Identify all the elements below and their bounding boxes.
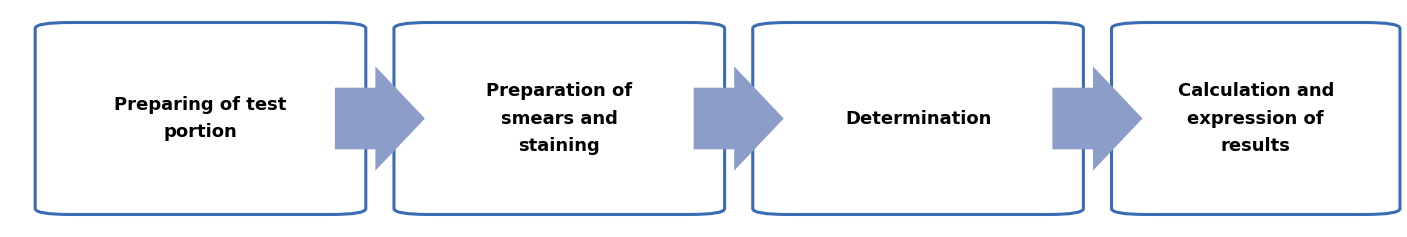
Text: Calculation and
expression of
results: Calculation and expression of results <box>1178 82 1334 155</box>
Text: Preparation of
smears and
staining: Preparation of smears and staining <box>487 82 632 155</box>
FancyBboxPatch shape <box>753 23 1083 214</box>
Polygon shape <box>335 66 425 171</box>
Polygon shape <box>694 66 784 171</box>
Text: Determination: Determination <box>844 109 992 128</box>
FancyBboxPatch shape <box>1112 23 1400 214</box>
FancyBboxPatch shape <box>35 23 366 214</box>
Polygon shape <box>1052 66 1142 171</box>
Text: Preparing of test
portion: Preparing of test portion <box>114 96 287 141</box>
FancyBboxPatch shape <box>394 23 725 214</box>
